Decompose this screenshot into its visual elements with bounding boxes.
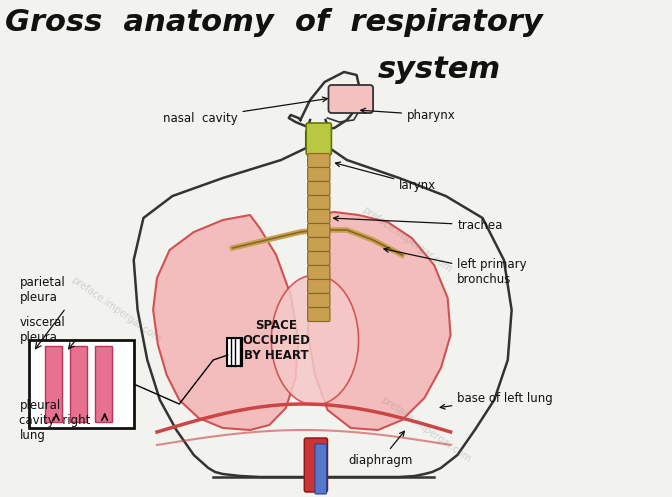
Text: system: system (378, 55, 501, 84)
FancyBboxPatch shape (308, 294, 330, 308)
FancyBboxPatch shape (308, 265, 330, 279)
FancyBboxPatch shape (308, 251, 330, 265)
FancyBboxPatch shape (308, 195, 330, 210)
Text: Gross  anatomy  of  respiratory: Gross anatomy of respiratory (5, 8, 542, 37)
FancyBboxPatch shape (226, 338, 242, 366)
Text: trachea: trachea (333, 216, 503, 232)
FancyBboxPatch shape (306, 123, 331, 155)
FancyBboxPatch shape (308, 308, 330, 322)
Text: diaphragm: diaphragm (349, 431, 413, 467)
Text: pleural
cavity  right
lung: pleural cavity right lung (19, 399, 91, 441)
Text: visceral
pleura: visceral pleura (19, 316, 65, 344)
FancyBboxPatch shape (29, 340, 134, 428)
FancyBboxPatch shape (308, 154, 330, 167)
FancyBboxPatch shape (308, 224, 330, 238)
Text: pharynx: pharynx (361, 108, 456, 121)
FancyBboxPatch shape (308, 167, 330, 181)
FancyBboxPatch shape (95, 346, 112, 422)
Text: parietal
pleura: parietal pleura (19, 276, 65, 304)
FancyBboxPatch shape (304, 438, 327, 492)
Ellipse shape (271, 275, 359, 405)
FancyBboxPatch shape (308, 181, 330, 195)
Text: preface.impergar.com: preface.impergar.com (69, 275, 163, 345)
FancyBboxPatch shape (329, 85, 373, 113)
Polygon shape (308, 212, 451, 430)
Text: preface.impergar.com: preface.impergar.com (380, 395, 473, 465)
Text: larynx: larynx (335, 162, 436, 191)
FancyBboxPatch shape (308, 279, 330, 294)
FancyBboxPatch shape (70, 346, 87, 422)
FancyBboxPatch shape (308, 238, 330, 251)
FancyBboxPatch shape (44, 346, 62, 422)
FancyBboxPatch shape (315, 444, 327, 494)
Text: SPACE
OCCUPIED
BY HEART: SPACE OCCUPIED BY HEART (242, 319, 310, 361)
Polygon shape (153, 215, 298, 430)
Text: preface.impergar.com: preface.impergar.com (360, 205, 454, 275)
Text: left primary
bronchus: left primary bronchus (384, 248, 527, 286)
Text: base of left lung: base of left lung (440, 392, 553, 409)
FancyBboxPatch shape (308, 210, 330, 224)
Text: nasal  cavity: nasal cavity (163, 97, 327, 125)
